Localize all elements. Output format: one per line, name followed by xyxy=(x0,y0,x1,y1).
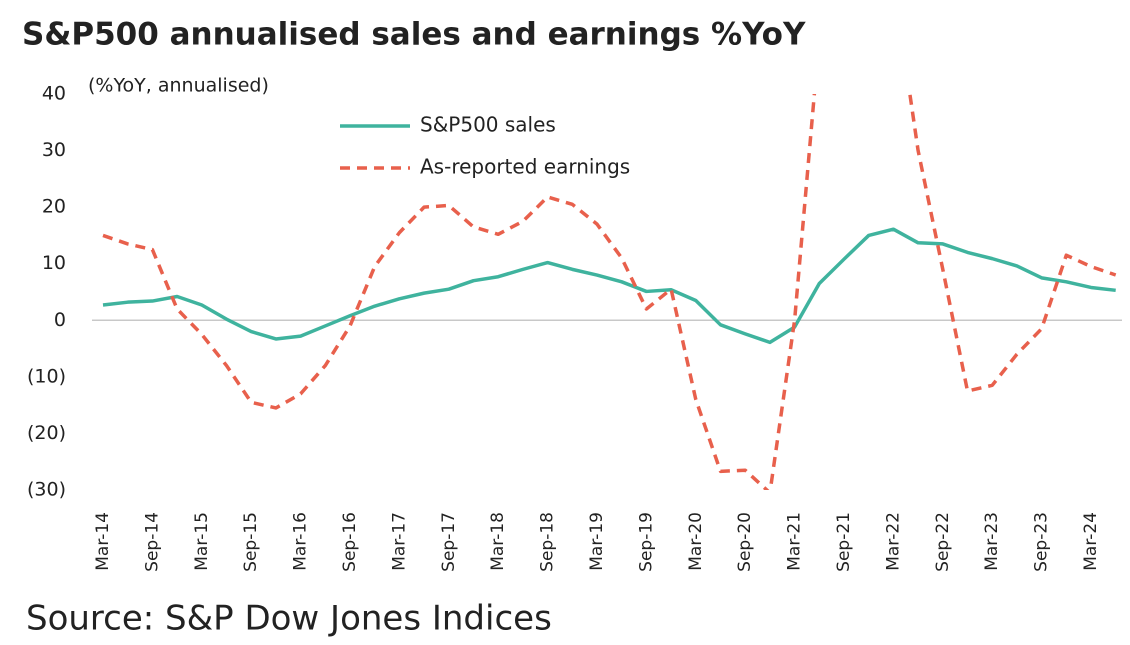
x-tick-label: Sep-22 xyxy=(933,512,953,572)
y-tick-label: 40 xyxy=(42,83,66,105)
y-tick-label: 0 xyxy=(54,309,66,331)
x-tick-label: Mar-21 xyxy=(785,512,805,571)
x-tick-label: Sep-17 xyxy=(439,512,459,572)
x-tick-label: Sep-23 xyxy=(1032,512,1052,572)
x-tick-label: Mar-22 xyxy=(883,512,903,571)
y-tick-label: 10 xyxy=(42,252,66,274)
x-tick-label: Mar-19 xyxy=(587,512,607,571)
chart-title: S&P500 annualised sales and earnings %Yo… xyxy=(22,17,806,53)
x-tick-label: Mar-24 xyxy=(1081,512,1101,571)
legend-label: S&P500 sales xyxy=(420,113,556,137)
x-tick-label: Sep-19 xyxy=(636,512,656,572)
x-tick-label: Mar-15 xyxy=(192,512,212,571)
x-tick-label: Mar-17 xyxy=(389,512,409,571)
x-tick-label: Sep-18 xyxy=(538,512,558,572)
x-tick-label: Sep-14 xyxy=(142,512,162,572)
x-tick-label: Sep-20 xyxy=(735,512,755,572)
y-tick-label: (30) xyxy=(27,479,66,501)
series-line xyxy=(102,94,1117,490)
x-tick-label: Sep-16 xyxy=(340,512,360,572)
x-tick-label: Mar-23 xyxy=(982,512,1002,571)
series-group xyxy=(102,227,1116,345)
x-tick-label: Mar-16 xyxy=(291,512,311,571)
legend-label: As-reported earnings xyxy=(420,155,630,179)
x-tick-label: Sep-15 xyxy=(241,512,261,572)
y-tick-label: 20 xyxy=(42,196,66,218)
y-tick-label: (20) xyxy=(27,422,66,444)
source: Source: S&P Dow Jones Indices xyxy=(26,599,552,639)
x-tick-label: Mar-18 xyxy=(488,512,508,571)
x-tick-label: Sep-21 xyxy=(834,512,854,572)
y-axis-label: (%YoY, annualised) xyxy=(88,75,269,97)
x-tick-label: Mar-14 xyxy=(93,512,113,571)
x-tick-label: Mar-20 xyxy=(686,512,706,571)
series-line xyxy=(102,227,1116,345)
series-group xyxy=(102,94,1117,490)
y-tick-label: (10) xyxy=(27,365,66,387)
y-tick-label: 30 xyxy=(42,139,66,161)
